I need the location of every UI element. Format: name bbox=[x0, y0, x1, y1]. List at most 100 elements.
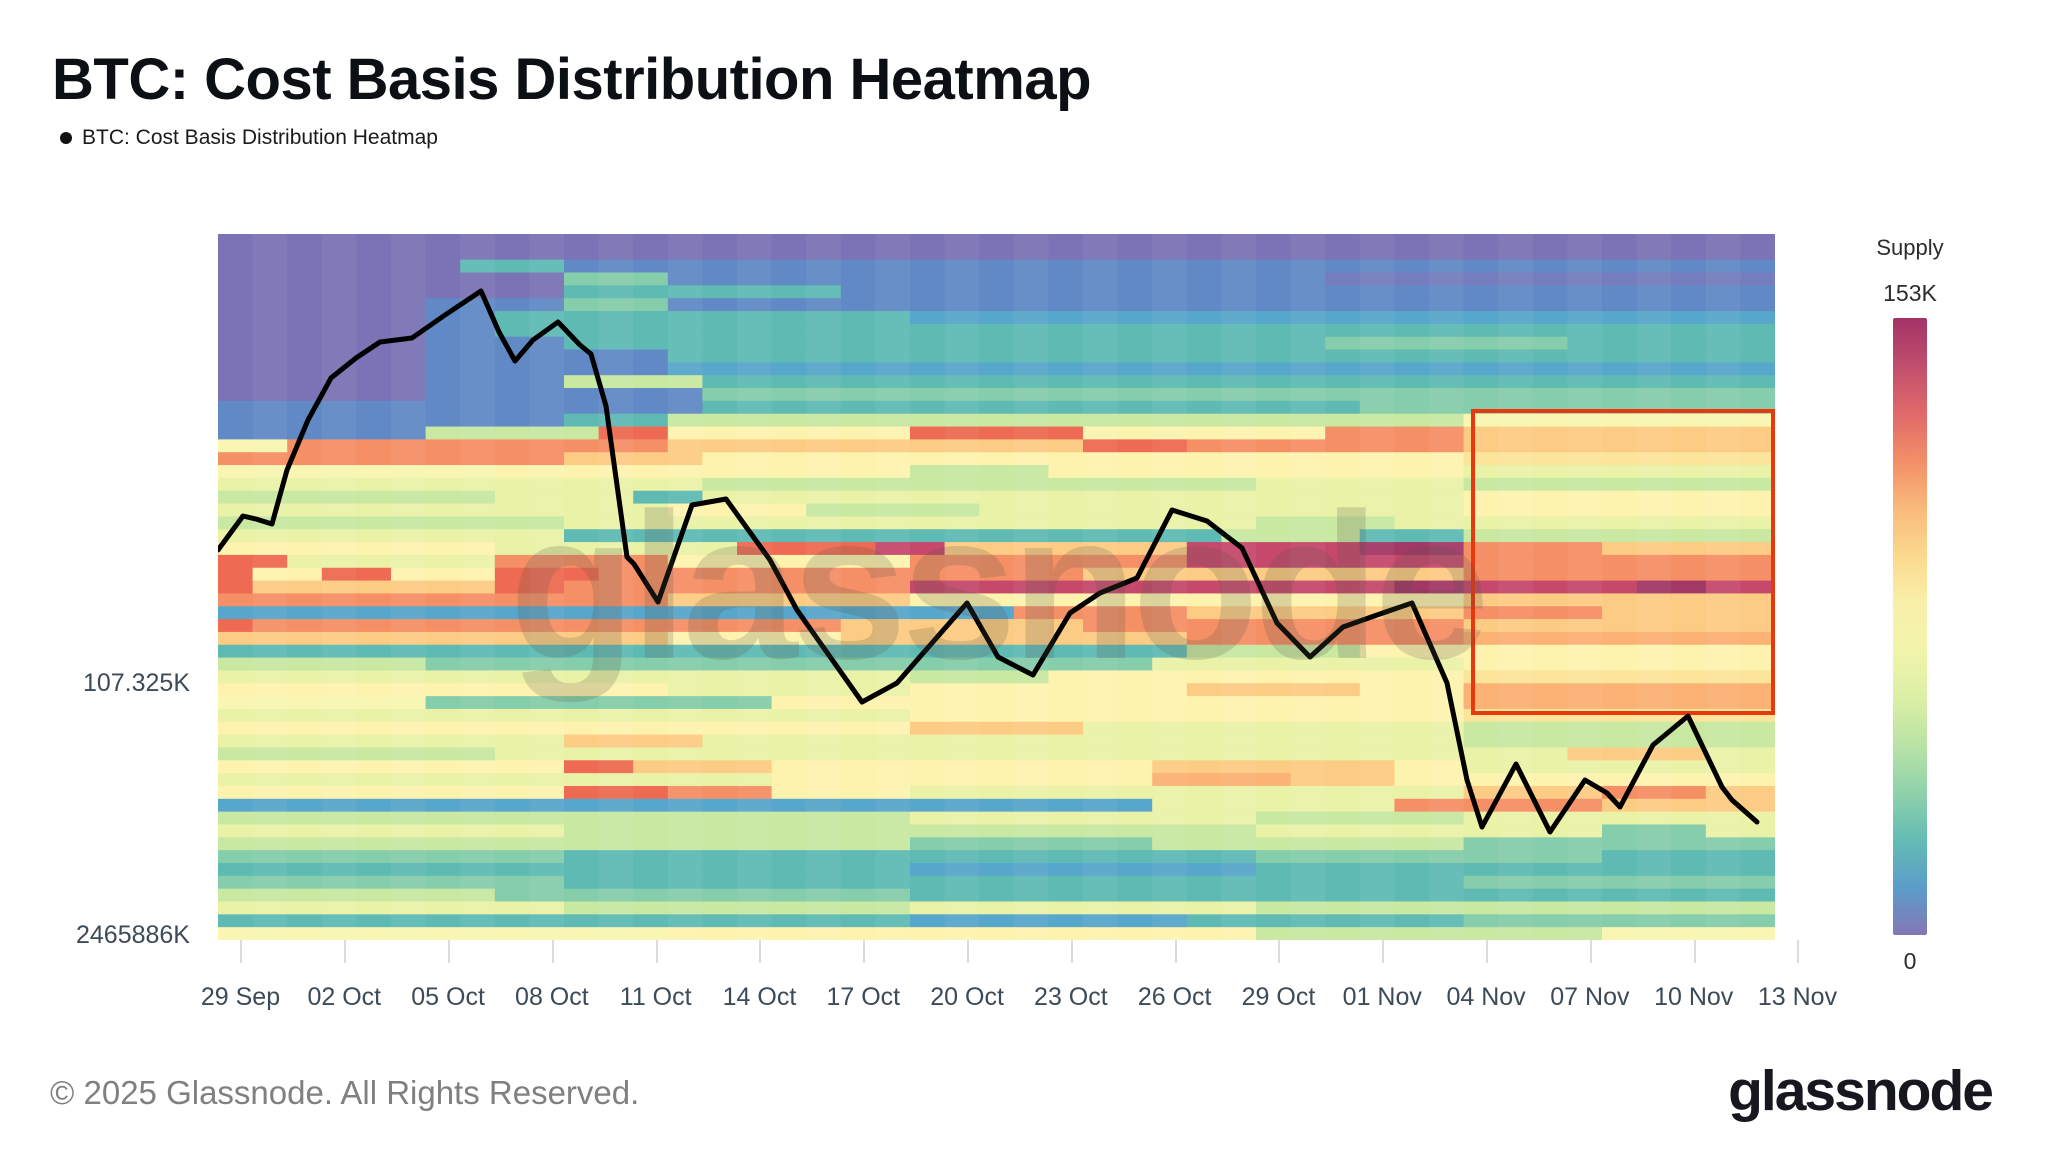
heatmap-cell-run bbox=[1186, 542, 1361, 556]
heatmap-cell-run bbox=[1359, 529, 1465, 543]
heatmap-cell-run bbox=[391, 567, 496, 582]
heatmap-cell-run bbox=[667, 426, 911, 440]
heatmap-cell-run bbox=[218, 606, 1015, 620]
x-tick-label: 04 Nov bbox=[1446, 983, 1526, 1011]
x-tick-label: 10 Nov bbox=[1654, 983, 1734, 1011]
legend: BTC: Cost Basis Distribution Heatmap bbox=[60, 126, 438, 150]
heatmap-cell-run bbox=[218, 721, 911, 736]
heatmap-cell-run bbox=[564, 785, 669, 800]
x-tick-mark bbox=[1693, 940, 1696, 963]
heatmap-canvas bbox=[218, 234, 1775, 940]
heatmap-cell-run bbox=[875, 234, 910, 940]
heatmap-cell-run bbox=[287, 554, 496, 569]
heatmap-cell-run bbox=[1256, 824, 1603, 838]
heatmap-cell-run bbox=[218, 323, 427, 338]
heatmap-plot-area bbox=[218, 234, 1775, 940]
page-title: BTC: Cost Basis Distribution Heatmap bbox=[52, 47, 1092, 112]
heatmap-cell-run bbox=[1463, 580, 1638, 595]
heatmap-cell-run bbox=[218, 234, 1775, 248]
heatmap-cell-run bbox=[1290, 773, 1395, 787]
x-tick-label: 14 Oct bbox=[722, 983, 797, 1011]
heatmap-cell-run bbox=[494, 554, 669, 569]
heatmap-cell-run bbox=[1152, 837, 1465, 851]
heatmap-cell-run bbox=[1256, 811, 1465, 826]
heatmap-cell-run bbox=[1636, 580, 1707, 595]
colorbar-title: Supply bbox=[1876, 235, 1944, 260]
heatmap-cell-run bbox=[1152, 798, 1395, 813]
heatmap-cell-run bbox=[910, 785, 1465, 800]
heatmap-cell-run bbox=[425, 657, 1153, 672]
x-tick-mark bbox=[240, 940, 243, 963]
x-tick-mark bbox=[1797, 940, 1800, 963]
heatmap-cell-run bbox=[702, 400, 1361, 415]
heatmap-cell-run bbox=[425, 375, 565, 389]
heatmap-cell-run bbox=[667, 503, 807, 517]
heatmap-cell-run bbox=[1463, 465, 1775, 479]
annotation-box bbox=[1471, 409, 1775, 715]
heatmap-cell-run bbox=[564, 413, 669, 428]
heatmap-cell-run bbox=[1463, 631, 1775, 646]
x-tick-label: 01 Nov bbox=[1342, 983, 1422, 1011]
heatmap-cell-run bbox=[218, 593, 669, 607]
heatmap-cell-run bbox=[702, 388, 1775, 402]
heatmap-cell-run bbox=[564, 901, 911, 915]
x-tick-mark bbox=[448, 940, 451, 963]
heatmap-cell-run bbox=[1463, 606, 1603, 620]
heatmap-cell-run bbox=[840, 631, 1188, 646]
heatmap-cell-run bbox=[218, 708, 911, 723]
heatmap-cell-run bbox=[910, 721, 1084, 736]
heatmap-cell-run bbox=[1152, 657, 1465, 672]
heatmap-cell-run bbox=[771, 696, 1465, 710]
heatmap-cell-run bbox=[598, 234, 634, 940]
heatmap-cell-run bbox=[840, 285, 1775, 299]
heatmap-cell-run bbox=[1359, 644, 1775, 659]
heatmap-cell-run bbox=[840, 619, 1084, 633]
heatmap-cell-run bbox=[1463, 657, 1775, 672]
heatmap-cell-run bbox=[667, 927, 1257, 940]
heatmap-cell-run bbox=[1463, 875, 1775, 890]
heatmap-cell-run bbox=[218, 747, 496, 761]
colorbar-max-label: 153K bbox=[1883, 280, 1937, 306]
heatmap-cell-run bbox=[1083, 567, 1465, 582]
x-tick-label: 02 Oct bbox=[307, 983, 382, 1011]
heatmap-cell-run bbox=[494, 311, 911, 325]
heatmap-cell-run bbox=[218, 439, 288, 453]
heatmap-cell-run bbox=[737, 234, 772, 940]
heatmap-cell-run bbox=[252, 580, 496, 595]
heatmap-cell-run bbox=[1325, 272, 1775, 286]
heatmap-cell-run bbox=[218, 875, 565, 890]
heatmap-cell-run bbox=[910, 465, 1049, 479]
heatmap-cell-run bbox=[564, 285, 842, 299]
heatmap-cell-run bbox=[1705, 234, 1741, 940]
heatmap-cell-run bbox=[425, 696, 773, 710]
heatmap-cell-run bbox=[218, 657, 427, 672]
heatmap-cell-run bbox=[1463, 837, 1775, 851]
heatmap-cell-run bbox=[494, 747, 1568, 761]
heatmap-cell-run bbox=[564, 875, 1465, 890]
heatmap-cell-run bbox=[218, 901, 565, 915]
heatmap-cell-run bbox=[564, 272, 669, 286]
heatmap-cell-run bbox=[564, 824, 1257, 838]
heatmap-cell-run bbox=[910, 708, 1465, 723]
x-tick-label: 11 Oct bbox=[619, 983, 692, 1011]
heatmap-cell-run bbox=[425, 349, 669, 363]
heatmap-cell-run bbox=[564, 760, 634, 774]
heatmap-cell-run bbox=[1463, 567, 1775, 582]
heatmap-cell-run bbox=[1186, 914, 1465, 928]
heatmap-cell-run bbox=[667, 554, 911, 569]
heatmap-cell-run bbox=[667, 631, 842, 646]
heatmap-cell-run bbox=[910, 311, 1775, 325]
heatmap-cell-run bbox=[1186, 644, 1361, 659]
heatmap-cell-run bbox=[218, 272, 565, 286]
heatmap-cell-run bbox=[218, 785, 565, 800]
heatmap-cell-run bbox=[218, 914, 911, 928]
heatmap-cell-run bbox=[252, 234, 288, 940]
heatmap-cell-run bbox=[1463, 542, 1603, 556]
heatmap-cell-run bbox=[218, 567, 254, 582]
x-tick-mark bbox=[1382, 940, 1385, 963]
heatmap-cell-run bbox=[218, 798, 1153, 813]
heatmap-cell-run bbox=[1186, 683, 1361, 697]
heatmap-cell-run bbox=[633, 490, 703, 505]
x-tick-label: 29 Sep bbox=[200, 983, 281, 1011]
heatmap-cell-run bbox=[667, 785, 773, 800]
